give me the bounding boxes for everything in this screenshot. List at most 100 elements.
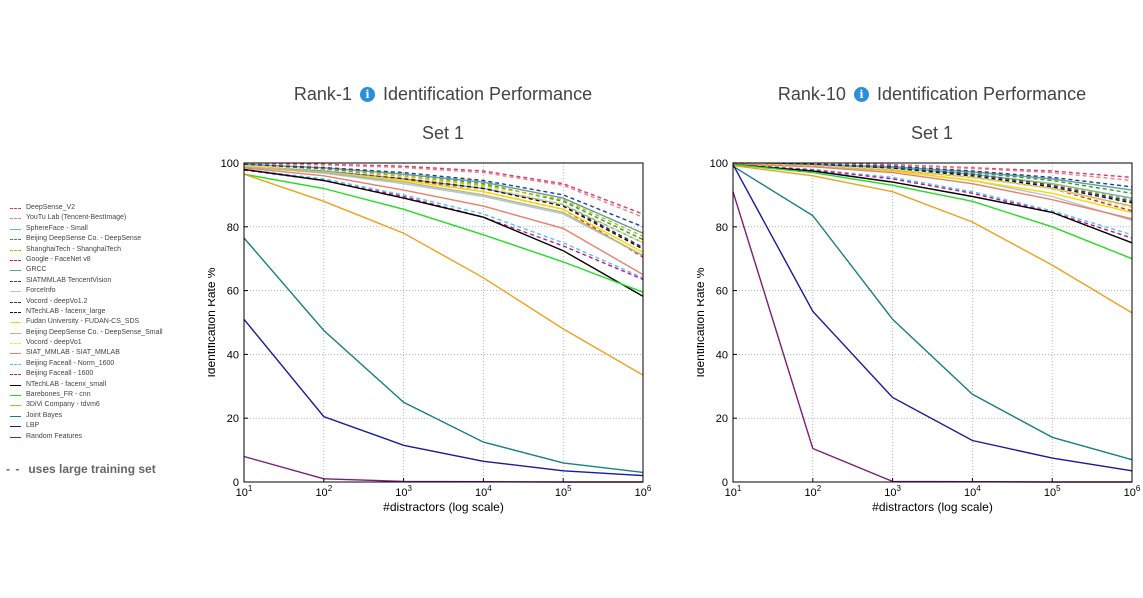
y-tick-label: 60: [716, 286, 728, 298]
legend-label: Vocord - deepVo1.2: [26, 297, 88, 305]
chart-title-prefix: Rank-10: [777, 84, 846, 104]
plot-frame: [732, 162, 1133, 483]
chart-rank10: 101 102 103 104 105 106 0 20 40 60 80 100 #distracto…: [697, 158, 1141, 514]
y-tick-label: 20: [716, 413, 728, 425]
legend-swatch: [10, 395, 21, 397]
legend-label: LBP: [26, 422, 40, 430]
legend-label: NTechLAB - facenx_large: [26, 307, 106, 315]
y-tick-label: 100: [710, 158, 728, 170]
chart-title-prefix: Rank-1: [293, 84, 352, 104]
series-line: [243, 163, 644, 218]
series-line: [732, 165, 1133, 461]
y-tick-label: 80: [716, 222, 728, 234]
series-line: [243, 173, 644, 293]
legend-item: Beijing Faceall - Norm_1600: [8, 359, 198, 369]
legend-label: Fudan University - FUDAN-CS_SDS: [26, 318, 140, 326]
x-tick-label: 102: [315, 484, 332, 499]
legend-item: NTechLAB - facenx_large: [8, 307, 198, 317]
legend-item: SIAT_MMLAB - SIAT_MMLAB: [8, 348, 198, 358]
series-line: [243, 318, 644, 477]
legend-item: GRCC: [8, 265, 198, 275]
legend-swatch: [10, 301, 21, 303]
legend-label: Beijing Faceall - 1600: [26, 370, 94, 378]
series-line: [732, 162, 1133, 209]
x-tick-label: 103: [884, 484, 901, 499]
y-axis-label: Identification Rate %: [208, 267, 218, 377]
series-line: [243, 455, 643, 483]
series-line: [732, 163, 1133, 244]
legend-swatch: [10, 291, 21, 293]
x-tick-label: 101: [725, 484, 742, 499]
y-axis-label: Identification Rate %: [697, 267, 707, 377]
legend-swatch: [10, 332, 21, 334]
chart-rank1: 101 102 103 104 105 106 0 20 40 60 80 100 #distracto…: [208, 158, 652, 514]
chart-title: Rank-1 i Identification Performance: [208, 84, 678, 105]
legend-note-text: uses large training set: [28, 462, 156, 476]
legend-label: ForceInfo: [26, 287, 56, 295]
legend-item: Beijing Faceall - 1600: [8, 369, 198, 379]
legend: DeepSense_V2 YouTu Lab (Tencent-BestImage…: [8, 203, 198, 442]
chart-subtitle: Set 1: [910, 123, 954, 143]
legend-swatch: [10, 270, 21, 272]
info-icon[interactable]: i: [359, 87, 375, 102]
y-tick-label: 0: [233, 477, 239, 489]
legend-item: Random Features: [8, 432, 198, 442]
legend-swatch: [10, 249, 21, 251]
legend-label: Beijing DeepSense Co. - DeepSense_Small: [26, 328, 163, 336]
x-tick-label: 101: [236, 484, 253, 499]
y-tick-label: 0: [722, 477, 728, 489]
chart-title-suffix: Identification Performance: [382, 84, 593, 104]
x-tick-label: 105: [555, 484, 572, 499]
legend-item: NTechLAB - facenx_small: [8, 380, 198, 390]
legend-label: NTechLAB - facenx_small: [26, 380, 107, 388]
legend-swatch: [10, 426, 21, 428]
legend-swatch: [10, 405, 21, 407]
legend-item: SIATMMLAB TencentVision: [8, 276, 198, 286]
x-tick-label: 104: [964, 484, 981, 499]
legend-item: ForceInfo: [8, 286, 198, 296]
legend-swatch: [10, 218, 21, 220]
legend-item: Google - FaceNet v8: [8, 255, 198, 265]
legend-label: 3DiVi Company - tdvm6: [26, 401, 100, 409]
legend-item: LBP: [8, 421, 198, 431]
legend-item: DeepSense_V2: [8, 203, 198, 213]
legend-label: SIATMMLAB TencentVision: [26, 276, 112, 284]
x-axis-label: #distractors (log scale): [872, 500, 993, 514]
legend-label: Vocord - deepVo1: [26, 339, 82, 347]
legend-label: Joint Bayes: [26, 411, 63, 419]
legend-label: SIAT_MMLAB - SIAT_MMLAB: [26, 349, 120, 357]
x-tick-label: 106: [1124, 484, 1141, 499]
chart-subtitle: Set 1: [421, 123, 465, 143]
series-line: [732, 164, 1133, 472]
legend-swatch: [10, 228, 21, 230]
plot-frame: [243, 162, 644, 483]
series-line: [243, 164, 644, 244]
y-tick-label: 80: [227, 222, 239, 234]
series-line: [243, 167, 644, 276]
legend-item: ShanghaiTech - ShanghaiTech: [8, 245, 198, 255]
info-icon[interactable]: i: [853, 87, 869, 102]
series-line: [243, 163, 644, 228]
x-tick-label: 103: [395, 484, 412, 499]
legend-label: DeepSense_V2: [26, 204, 76, 211]
legend-item: Joint Bayes: [8, 411, 198, 421]
legend-label: Beijing Faceall - Norm_1600: [26, 359, 115, 367]
legend-item: Barebones_FR - cnn: [8, 390, 198, 400]
legend-label: Beijing DeepSense Co. - DeepSense: [26, 235, 142, 243]
legend-item: SphereFace - Small: [8, 224, 198, 234]
legend-item: Fudan University - FUDAN-CS_SDS: [8, 317, 198, 327]
legend-item: Beijing DeepSense Co. - DeepSense: [8, 234, 198, 244]
legend-swatch: [10, 384, 21, 386]
x-tick-label: 105: [1044, 484, 1061, 499]
legend-label: SphereFace - Small: [26, 224, 88, 232]
y-tick-label: 60: [227, 286, 239, 298]
chart-title: Rank-10 i Identification Performance: [697, 84, 1143, 105]
series-line: [732, 163, 1133, 220]
legend-swatch: [10, 239, 21, 241]
series-line: [732, 163, 1133, 239]
legend-swatch: [10, 415, 21, 417]
legend-swatch: [10, 322, 21, 324]
legend-label: YouTu Lab (Tencent-BestImage): [26, 214, 127, 222]
legend-label: Random Features: [26, 432, 83, 440]
y-tick-label: 100: [221, 158, 239, 170]
